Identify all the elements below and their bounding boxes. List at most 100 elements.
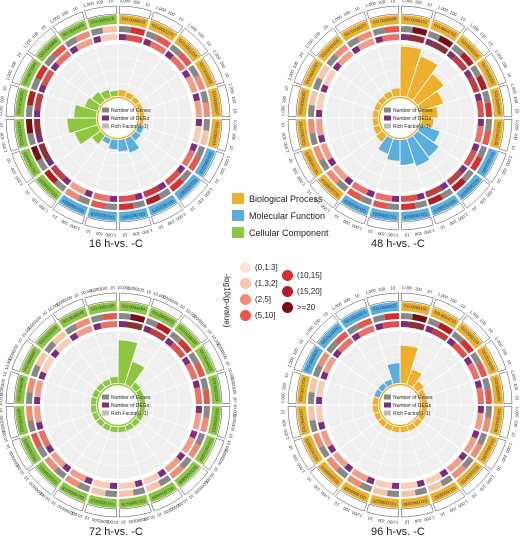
degs-pvalue-cell [34, 405, 42, 423]
count-tick-label: 1,000 [126, 285, 138, 291]
swatch-biological-process [232, 193, 244, 204]
inner-legend-label: Number of Genes [393, 108, 433, 114]
count-tick-label: 1,000 [105, 232, 117, 238]
count-tick-label: 100 [449, 10, 458, 18]
rich-factor-bar [92, 131, 105, 144]
degs-pvalue-cell [316, 118, 324, 136]
count-tick-label: 10,000 [153, 291, 168, 301]
genes-count-bar [318, 158, 330, 172]
count-tick-label: 10,000 [227, 367, 235, 382]
count-tick-label: 100 [377, 231, 385, 237]
go-term-label: GO:0004022 [372, 211, 397, 220]
genes-count-bar [53, 179, 67, 192]
segment-separator [420, 124, 471, 142]
count-tick-label: 10 [84, 515, 91, 521]
degs-pvalue-cell [192, 412, 202, 430]
center-hub-ring [378, 383, 422, 427]
degs-count-bar [134, 192, 143, 201]
degs-pvalue-cell [357, 38, 376, 51]
segment-separator [57, 361, 101, 393]
go-term-label: GO:0016616 [403, 211, 428, 220]
count-tick-label: 1,000 [494, 49, 504, 61]
count-tick-label: 100 [501, 60, 509, 69]
degs-count-bar [463, 69, 473, 79]
rich-factor-bar [96, 418, 105, 427]
genes-count-bar [359, 482, 373, 493]
count-tick-label: 100 [513, 383, 519, 391]
go-term-category-segment [148, 307, 178, 329]
rich-factor-bar [125, 135, 140, 153]
count-axis-arc [309, 466, 339, 496]
count-tick-label: 10 [121, 520, 127, 525]
rich-factor-bar [372, 405, 379, 414]
count-axis-arc [27, 27, 57, 57]
count-tick-label: 10 [427, 1, 433, 7]
count-tick-label: 100 [513, 132, 519, 140]
count-tick-label: 1,000 [514, 120, 520, 132]
pvalue-cell [26, 119, 34, 134]
pvalue-cell [476, 362, 488, 378]
segment-separator [417, 361, 461, 393]
go-term-category-segment [58, 307, 88, 329]
count-axis-arc [400, 5, 434, 20]
go-term-label: GO:0005576 [121, 498, 146, 507]
count-tick-label: 1,000 [280, 105, 286, 117]
degs-pvalue-cell [451, 55, 468, 72]
count-axis-arc [27, 179, 57, 209]
rich-factor-bar [92, 412, 101, 421]
degs-count-bar [35, 134, 44, 143]
genes-count-bar [308, 104, 315, 117]
go-term-label: GO:0015318 [90, 211, 115, 220]
degs-count-bar [446, 50, 456, 60]
count-tick-label: 100 [197, 31, 206, 40]
count-tick-label: 1,000 [187, 22, 199, 33]
degs-pvalue-cell [125, 34, 143, 44]
pvalue-cell [52, 44, 67, 59]
count-tick-label: 10 [233, 397, 238, 403]
count-tick-label: 10,000 [232, 404, 238, 418]
count-tick-label: 100 [342, 218, 351, 226]
genes-count-bar [26, 104, 33, 117]
count-axis-arc [84, 292, 118, 307]
pvalue-cell [451, 177, 466, 192]
pvalue-item-5: (15,20] [282, 286, 322, 297]
count-tick-label: 1,000 [212, 49, 222, 61]
pvalue-cell [202, 389, 210, 404]
genes-count-bar [326, 340, 339, 354]
degs-pvalue-cell [424, 185, 443, 198]
count-axis-arc [27, 314, 57, 344]
go-term-label: GO:0009058 [372, 16, 397, 25]
segment-separator [329, 381, 380, 399]
count-tick-label: 1,000 [402, 0, 414, 4]
pvalue-label-2: (2,5] [255, 295, 272, 304]
segment-separator [406, 334, 424, 385]
pvalue-dot-2 [240, 294, 251, 305]
go-term-label: GO:0006082 [298, 90, 307, 115]
rich-factor-bar [139, 118, 144, 126]
degs-pvalue-cell [75, 38, 94, 51]
go-term-category-segment [340, 194, 370, 216]
rich-factor-bar [102, 379, 111, 388]
count-tick-label: 1,000 [505, 155, 514, 167]
count-tick-label: 100 [232, 387, 238, 395]
count-axis-arc [498, 84, 513, 118]
genes-count-bar [27, 419, 36, 433]
genes-count-bar [30, 77, 41, 91]
pvalue-cell [35, 351, 48, 368]
degs-count-bar [351, 45, 361, 55]
panel-title-72h: 72 h-vs. -C [89, 526, 143, 538]
count-tick-label: 10 [85, 228, 91, 234]
count-tick-label: 100 [342, 505, 351, 513]
count-tick-label: 100 [196, 197, 205, 206]
degs-pvalue-cell [451, 342, 468, 359]
count-axis-arc [309, 27, 339, 57]
count-axis-arc [27, 466, 57, 496]
degs-count-bar [109, 482, 118, 489]
degs-pvalue-cell [181, 436, 195, 454]
degs-pvalue-cell [142, 185, 161, 198]
go-term-category-segment [297, 87, 311, 117]
count-axis-arc [461, 314, 491, 344]
genes-count-bar [359, 195, 373, 206]
rich-factor-bar [131, 418, 140, 427]
degs-pvalue-cell [463, 436, 477, 454]
